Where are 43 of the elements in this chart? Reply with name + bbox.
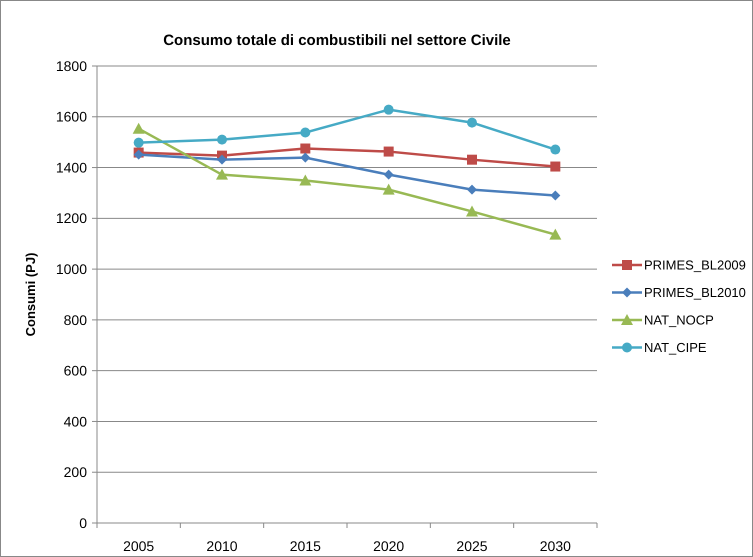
point bbox=[300, 128, 310, 138]
point bbox=[467, 184, 477, 195]
point bbox=[216, 168, 228, 180]
y-tick-label: 600 bbox=[64, 362, 88, 379]
point bbox=[132, 122, 145, 134]
point bbox=[550, 162, 560, 172]
point bbox=[134, 138, 144, 148]
point bbox=[466, 205, 478, 216]
point bbox=[382, 184, 395, 195]
point bbox=[384, 170, 394, 180]
x-tick-label: 2010 bbox=[206, 538, 238, 554]
point bbox=[217, 134, 227, 145]
y-tick-label: 800 bbox=[64, 312, 88, 328]
point bbox=[549, 228, 562, 240]
x-tick-label: 2005 bbox=[123, 538, 154, 554]
y-tick-label: 0 bbox=[79, 514, 88, 531]
point bbox=[467, 118, 477, 128]
point bbox=[384, 104, 394, 115]
legend-label: NAT_NOCP bbox=[644, 312, 714, 328]
point bbox=[550, 144, 560, 155]
legend-label: PRIMES_BL2010 bbox=[644, 285, 746, 300]
x-tick-label: 2025 bbox=[456, 538, 488, 554]
y-tick-label: 200 bbox=[64, 464, 88, 480]
point bbox=[300, 144, 310, 154]
point bbox=[550, 190, 560, 200]
y-tick-label: 1800 bbox=[56, 58, 88, 74]
x-tick-label: 2015 bbox=[290, 538, 322, 554]
chart-title: Consumo totale di combustibili nel settore Civile bbox=[163, 32, 511, 49]
point bbox=[217, 154, 227, 165]
y-tick-label: 1000 bbox=[56, 261, 88, 278]
y-tick-label: 1200 bbox=[56, 210, 88, 226]
point bbox=[384, 146, 394, 157]
y-tick-label: 1400 bbox=[56, 159, 88, 176]
point bbox=[299, 174, 312, 186]
x-tick-label: 2020 bbox=[373, 538, 404, 554]
y-tick-label: 1600 bbox=[56, 108, 88, 125]
x-tick-label: 2030 bbox=[540, 538, 572, 554]
legend-label: NAT_CIPE bbox=[644, 340, 707, 356]
y-tick-label: 400 bbox=[64, 413, 88, 430]
y-axis-title: Consumi (PJ) bbox=[23, 252, 38, 336]
legend-label: PRIMES_BL2009 bbox=[644, 258, 746, 273]
point bbox=[300, 152, 310, 163]
point bbox=[467, 154, 477, 165]
